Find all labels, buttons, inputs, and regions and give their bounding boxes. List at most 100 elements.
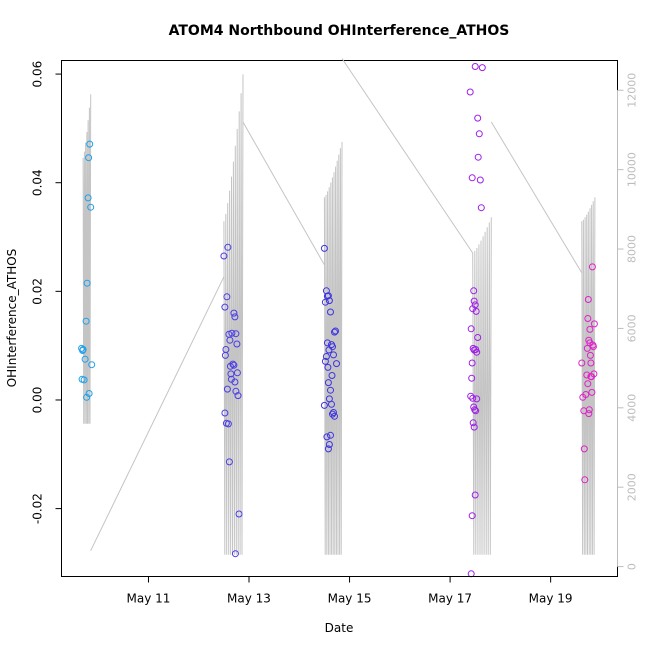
data-point xyxy=(86,140,94,148)
y-tick-label: 0.02 xyxy=(31,278,45,305)
data-point xyxy=(228,329,236,337)
data-point xyxy=(232,330,240,338)
data-point xyxy=(85,154,93,162)
trace-transit-1 xyxy=(242,121,325,266)
trace-transit-0 xyxy=(90,276,225,551)
data-point xyxy=(233,340,241,348)
data-point xyxy=(325,441,333,448)
data-point xyxy=(585,410,593,418)
trace-flight-1 xyxy=(223,74,244,555)
x-tick-label: May 17 xyxy=(428,592,472,606)
data-point xyxy=(470,423,478,431)
data-point xyxy=(321,357,329,365)
data-point xyxy=(324,292,332,300)
trace-flight-0 xyxy=(82,94,92,424)
data-point xyxy=(468,174,476,182)
x-axis: May 11 May 13 May 15 May 17 May 19 xyxy=(127,576,573,606)
data-point xyxy=(471,491,479,499)
data-point xyxy=(235,510,243,518)
data-point xyxy=(222,346,230,353)
data-point xyxy=(83,393,91,401)
data-point xyxy=(320,401,328,409)
data-point xyxy=(474,114,482,122)
data-point xyxy=(474,334,482,341)
trace-layer xyxy=(82,58,596,555)
data-point xyxy=(88,361,96,369)
data-point xyxy=(330,351,337,359)
data-point xyxy=(475,130,483,138)
data-point xyxy=(471,63,479,70)
data-point xyxy=(467,570,475,578)
x-tick-label: May 13 xyxy=(227,592,271,606)
data-point xyxy=(587,359,595,367)
data-point xyxy=(584,380,592,388)
y-tick-label: 0.00 xyxy=(31,387,45,414)
y-tick-label: 0.04 xyxy=(31,169,45,196)
data-point xyxy=(472,307,480,315)
data-point xyxy=(223,293,231,301)
data-point xyxy=(87,203,95,211)
y-tick-label: -0.02 xyxy=(31,493,45,524)
data-point xyxy=(323,433,331,441)
data-point xyxy=(227,370,235,378)
data-point xyxy=(328,400,335,408)
data-point xyxy=(476,176,484,184)
data-point xyxy=(221,303,229,311)
data-point xyxy=(325,297,333,305)
data-point xyxy=(230,309,238,317)
data-point xyxy=(234,392,242,400)
data-point xyxy=(468,374,476,382)
data-point xyxy=(227,375,235,383)
data-point xyxy=(586,351,594,359)
data-point xyxy=(332,327,339,335)
data-point xyxy=(468,359,476,367)
secondary-y-tick-label: 12000 xyxy=(626,73,639,108)
trace-transit-2 xyxy=(341,58,474,254)
data-point xyxy=(80,376,88,384)
trace-transit-3 xyxy=(490,121,583,274)
data-point xyxy=(322,353,330,360)
points-layer xyxy=(78,63,598,578)
secondary-y-tick-label: 10000 xyxy=(626,152,639,187)
data-point xyxy=(225,458,233,466)
data-point xyxy=(84,194,92,202)
data-point xyxy=(470,287,478,295)
secondary-y-tick-label: 4000 xyxy=(626,394,639,422)
data-point xyxy=(590,320,598,328)
data-point xyxy=(586,325,594,333)
data-point xyxy=(324,445,332,453)
data-point xyxy=(224,420,232,428)
x-tick-label: May 15 xyxy=(328,592,372,606)
data-point xyxy=(582,391,590,398)
data-point xyxy=(320,244,328,252)
data-point xyxy=(79,347,87,354)
data-point xyxy=(478,64,486,72)
data-point xyxy=(469,394,477,402)
data-point xyxy=(471,301,479,309)
data-point xyxy=(223,385,231,393)
data-point xyxy=(329,410,336,418)
data-point xyxy=(468,512,476,520)
data-point xyxy=(584,315,592,322)
data-point xyxy=(81,355,89,363)
data-point xyxy=(590,370,598,378)
secondary-y-tick-label: 8000 xyxy=(626,235,639,263)
secondary-y-tick-label: 6000 xyxy=(626,314,639,342)
data-point xyxy=(470,297,478,305)
data-point xyxy=(327,308,334,316)
data-point xyxy=(472,407,480,415)
data-point xyxy=(473,348,481,356)
x-tick-label: May 11 xyxy=(127,592,171,606)
data-point xyxy=(331,328,338,336)
data-point xyxy=(333,360,340,368)
data-point xyxy=(583,371,591,379)
data-point xyxy=(230,361,238,369)
data-point xyxy=(469,419,477,427)
secondary-y-axis: 0 2000 4000 6000 8000 10000 12000 xyxy=(617,73,639,570)
data-point xyxy=(578,359,586,367)
data-point xyxy=(231,550,239,558)
data-point xyxy=(221,409,229,417)
data-point xyxy=(585,406,593,414)
data-point xyxy=(588,388,596,396)
